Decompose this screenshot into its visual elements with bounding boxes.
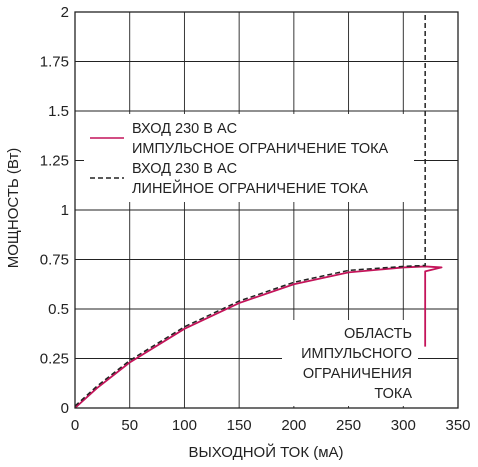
x-tick-label: 350: [445, 417, 470, 434]
series-layer: [74, 12, 443, 409]
x-tick-label: 200: [281, 417, 306, 434]
x-axis-title: ВЫХОДНОЙ ТОК (мА): [188, 443, 343, 461]
y-tick-label: 1.75: [40, 54, 69, 71]
y-tick-label: 0.25: [40, 351, 69, 368]
y-tick-label: 0: [61, 400, 69, 417]
y-tick-label: 1: [61, 202, 69, 219]
y-tick-label: 1.25: [40, 153, 69, 170]
x-tick-label: 250: [336, 417, 361, 434]
y-tick-label: 0.5: [48, 301, 69, 318]
annotation-line-4: ТОКА: [374, 386, 412, 402]
x-tick-label: 300: [391, 417, 416, 434]
annotation-line-1: ОБЛАСТЬ: [344, 326, 412, 342]
y-tick-label: 2: [61, 4, 69, 21]
y-axis-ticks: 0 0.25 0.5 0.75 1 1.25 1.5 1.75 2: [40, 4, 69, 417]
series-linear-limit-line: [74, 12, 426, 407]
x-tick-label: 50: [121, 417, 138, 434]
legend-box: [84, 114, 414, 202]
x-axis-ticks: 0 50 100 150 200 250 300 350: [71, 417, 471, 434]
series-pulse-limit-line: [74, 265, 443, 409]
legend: ВХОД 230 В AC ИМПУЛЬСНОЕ ОГРАНИЧЕНИЕ ТОК…: [84, 114, 414, 202]
x-tick-label: 0: [71, 417, 79, 434]
y-tick-label: 0.75: [40, 252, 69, 269]
annotation: ОБЛАСТЬ ИМПУЛЬСНОГО ОГРАНИЧЕНИЯ ТОКА: [282, 320, 418, 406]
x-tick-label: 150: [227, 417, 252, 434]
legend-label-linear-line1: ВХОД 230 В AC: [132, 161, 237, 177]
annotation-box: [282, 320, 418, 406]
legend-label-linear-line2: ЛИНЕЙНОЕ ОГРАНИЧЕНИЕ ТОКА: [132, 179, 368, 197]
y-axis-title: МОЩНОСТЬ (Вт): [5, 148, 22, 269]
annotation-line-3: ОГРАНИЧЕНИЯ: [303, 366, 412, 382]
x-tick-label: 100: [172, 417, 197, 434]
y-tick-label: 1.5: [48, 103, 69, 120]
legend-label-pulse-line2: ИМПУЛЬСНОЕ ОГРАНИЧЕНИЕ ТОКА: [132, 141, 389, 157]
legend-label-pulse-line1: ВХОД 230 В AC: [132, 121, 237, 137]
plot-frame: [74, 11, 459, 409]
annotation-line-2: ИМПУЛЬСНОГО: [301, 346, 412, 362]
